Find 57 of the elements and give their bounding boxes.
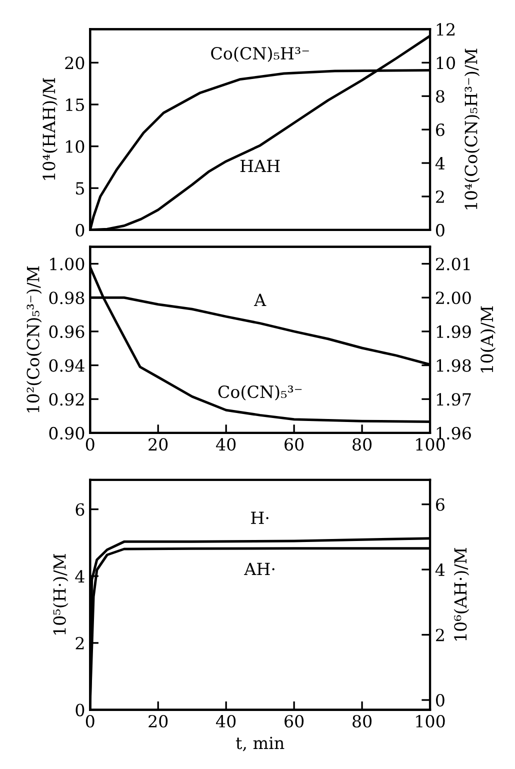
- x-axis-title: t, min: [236, 736, 284, 752]
- x-tick-label: 40: [216, 438, 236, 451]
- y-tick-label: 0.92: [49, 393, 84, 406]
- y-axis-title: 10²(Co(CN)₅³⁻)/M: [26, 266, 42, 412]
- series-label: AH·: [244, 562, 274, 576]
- series-label: Co(CN)₅H³⁻: [211, 46, 309, 62]
- series-label: A: [254, 294, 266, 306]
- x-tick-label: 20: [148, 714, 168, 728]
- y2-tick-label: 2: [436, 190, 444, 203]
- y2-tick-label: 1.96: [436, 426, 471, 440]
- y2-tick-label: 10: [436, 56, 455, 70]
- x-tick-label: 60: [284, 714, 304, 728]
- y2-tick-label: 0: [436, 224, 444, 236]
- y2-tick-label: 1.99: [436, 325, 471, 338]
- y2-tick-label: 2: [436, 628, 444, 642]
- x-tick-label: 100: [416, 714, 445, 728]
- series-label: HAH: [240, 160, 280, 172]
- x-tick-label: 60: [284, 438, 304, 451]
- x-tick-label: 100: [416, 438, 445, 451]
- y-tick-label: 0: [76, 704, 84, 716]
- y-axis-title: 10⁵(H·)/M: [52, 554, 68, 634]
- y-tick-label: 5: [76, 182, 84, 195]
- series-label: H·: [251, 512, 268, 524]
- y-tick-label: 0: [76, 224, 84, 236]
- y2-tick-label: 1.97: [436, 393, 471, 406]
- y-tick-label: 0.96: [49, 325, 84, 338]
- x-tick-label: 80: [352, 714, 372, 728]
- y-axis-title: 10⁴(HAH)/M: [42, 78, 58, 180]
- y2-tick-label: 1.98: [436, 359, 471, 372]
- y2-tick-label: 12: [436, 23, 454, 36]
- y-tick-label: 20: [65, 56, 84, 70]
- x-tick-label: 20: [148, 438, 168, 451]
- x-tick-label: 0: [86, 438, 94, 451]
- y2-tick-label: 8: [436, 90, 444, 103]
- y2-tick-label: 6: [436, 498, 444, 511]
- y-tick-label: 15: [66, 98, 84, 112]
- y2-tick-label: 4: [435, 156, 445, 170]
- y-tick-label: 2: [76, 636, 84, 650]
- y2-tick-label: 2.01: [436, 258, 470, 270]
- x-tick-label: 40: [216, 714, 236, 728]
- y-tick-label: 10: [66, 140, 84, 153]
- series-label: Co(CN)₅³⁻: [218, 385, 302, 400]
- y2-axis-title: 10⁴(Co(CN)₅H³⁻)/M: [464, 48, 480, 210]
- y2-tick-label: 0: [436, 694, 444, 707]
- y-tick-label: 0.94: [49, 359, 84, 372]
- y-tick-label: 6: [76, 503, 84, 516]
- x-tick-label: 80: [352, 438, 372, 451]
- y-tick-label: 1.00: [50, 258, 84, 270]
- y2-tick-label: 4: [435, 564, 445, 576]
- y-tick-label: 0.90: [49, 426, 84, 440]
- y-tick-label: 4: [75, 570, 84, 582]
- y-tick-label: 0.98: [49, 292, 84, 304]
- x-tick-label: 0: [86, 714, 94, 728]
- y2-tick-label: 6: [436, 124, 444, 136]
- y2-axis-title: 10⁶(AH·)/M: [454, 548, 470, 641]
- y2-tick-label: 2.00: [436, 292, 471, 304]
- y2-axis-title: 10(A)/M: [480, 306, 496, 372]
